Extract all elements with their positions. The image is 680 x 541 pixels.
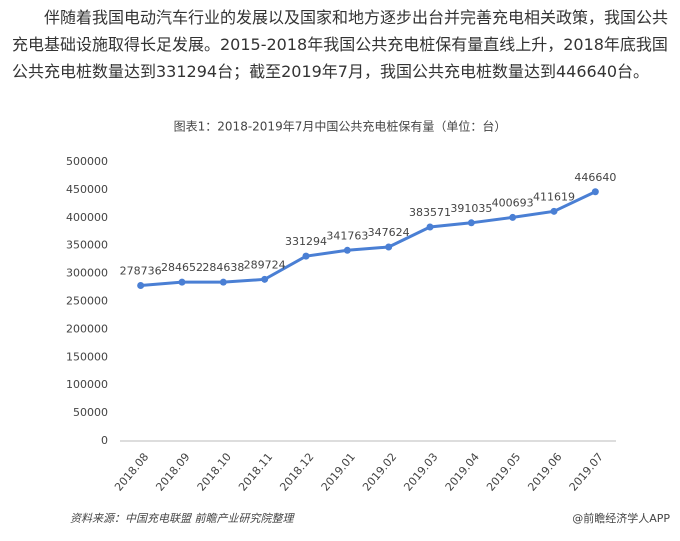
x-tick-label: 2019.01 <box>319 451 358 494</box>
y-tick-label: 400000 <box>66 211 108 224</box>
point <box>385 243 393 251</box>
data-label: 341763 <box>326 229 368 242</box>
x-tick-label: 2018.11 <box>236 451 275 494</box>
point <box>219 278 227 286</box>
x-tick-label: 2018.10 <box>195 451 234 494</box>
paragraph: 伴随着我国电动汽车行业的发展以及国家和地方逐步出台并完善充电相关政策，我国公共充… <box>12 8 669 81</box>
source: 资料来源：中国充电联盟 前瞻产业研究院整理 <box>70 512 295 525</box>
y-tick-label: 450000 <box>66 183 108 196</box>
y-tick-label: 200000 <box>66 322 108 335</box>
point <box>343 246 351 254</box>
line <box>140 190 596 287</box>
data-label: 391035 <box>450 202 492 215</box>
x-tick-label: 2019.04 <box>443 451 482 494</box>
x-tick-label: 2019.02 <box>360 451 399 494</box>
point <box>426 223 434 231</box>
data-label: 411619 <box>533 190 575 203</box>
x-tick-label: 2019.07 <box>567 451 606 494</box>
point <box>178 278 186 286</box>
x-tick-label: 2018.09 <box>153 451 192 494</box>
point <box>550 207 558 215</box>
point <box>137 281 145 289</box>
x-tick-label: 2018.12 <box>277 451 316 494</box>
point <box>591 188 599 196</box>
y-tick-label: 100000 <box>66 378 108 391</box>
y-tick-label: 50000 <box>73 406 108 419</box>
x-tick-label: 2019.03 <box>401 451 440 494</box>
data-label: 278736 <box>120 264 162 277</box>
data-label: 284652 <box>161 261 203 274</box>
data-label: 289724 <box>244 258 286 271</box>
data-label: 446640 <box>574 171 616 184</box>
data-label: 284638 <box>202 261 244 274</box>
point <box>302 252 310 260</box>
x-tick-label: 2019.05 <box>484 451 523 494</box>
data-label: 347624 <box>368 226 410 239</box>
y-tick-label: 150000 <box>66 350 108 363</box>
data-label: 400693 <box>492 196 534 209</box>
y-tick-label: 500000 <box>66 155 108 168</box>
credit: @前瞻经济学人APP <box>572 511 670 525</box>
x-tick-label: 2019.06 <box>525 451 564 494</box>
data-label: 383571 <box>409 206 451 219</box>
point <box>509 213 517 221</box>
data-label: 331294 <box>285 235 327 248</box>
point <box>261 275 269 283</box>
y-tick-label: 250000 <box>66 295 108 308</box>
y-tick-label: 300000 <box>66 267 108 280</box>
point <box>467 219 475 227</box>
chart-title: 图表1：2018-2019年7月中国公共充电桩保有量（单位：台） <box>174 119 507 134</box>
y-tick-label: 0 <box>101 434 108 447</box>
x-tick-label: 2018.08 <box>112 451 151 494</box>
y-tick-label: 350000 <box>66 239 108 252</box>
